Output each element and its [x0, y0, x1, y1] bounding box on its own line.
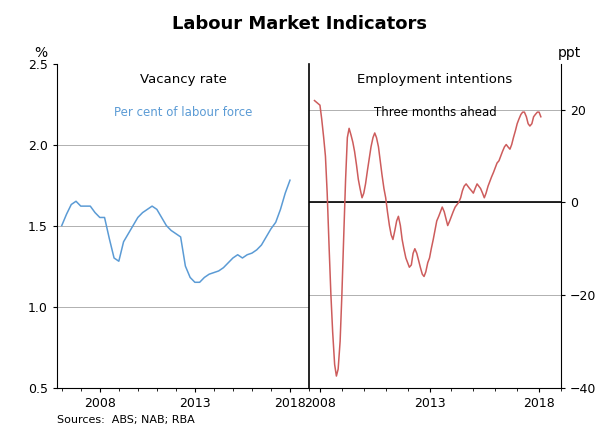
Text: Employment intentions: Employment intentions: [358, 73, 512, 86]
Text: Labour Market Indicators: Labour Market Indicators: [173, 15, 427, 33]
Text: %: %: [34, 46, 47, 60]
Text: Per cent of labour force: Per cent of labour force: [114, 106, 252, 119]
Text: Vacancy rate: Vacancy rate: [140, 73, 226, 86]
Text: Three months ahead: Three months ahead: [374, 106, 496, 119]
Text: ppt: ppt: [558, 46, 581, 60]
Text: Sources:  ABS; NAB; RBA: Sources: ABS; NAB; RBA: [57, 415, 195, 425]
